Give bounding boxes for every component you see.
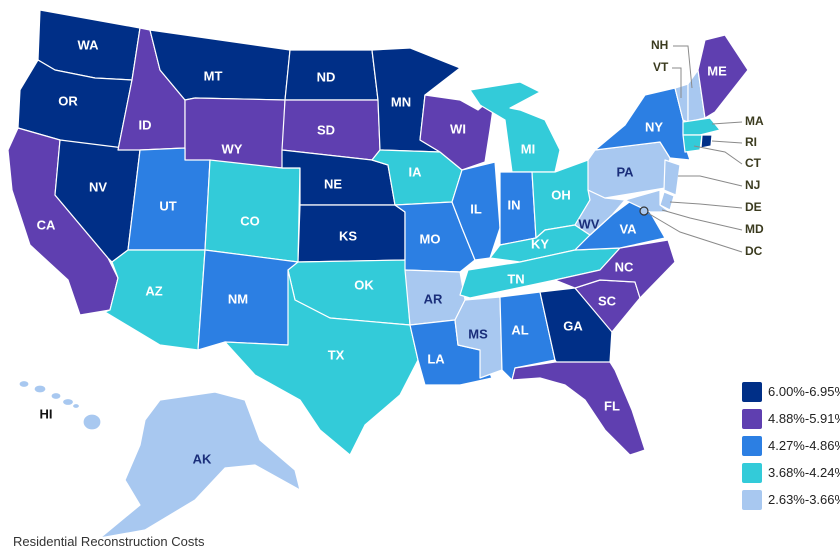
legend-swatch: [742, 462, 762, 483]
leader-md: [661, 209, 743, 231]
legend-swatch: [742, 435, 762, 456]
label-ky: KY: [531, 236, 549, 251]
legend: 6.00%-6.95% 4.88%-5.91% 4.27%-4.86% 3.68…: [742, 378, 840, 513]
label-pa: PA: [616, 164, 634, 179]
legend-label: 2.63%-3.66%: [768, 492, 840, 507]
label-or: OR: [58, 93, 78, 108]
label-ca: CA: [37, 217, 56, 232]
label-ar: AR: [424, 291, 443, 306]
state-tx[interactable]: [224, 269, 419, 456]
label-la: LA: [427, 351, 445, 366]
state-ct[interactable]: [682, 134, 703, 153]
legend-label: 3.68%-4.24%: [768, 465, 840, 480]
legend-label: 4.88%-5.91%: [768, 411, 840, 426]
label-in: IN: [508, 197, 521, 212]
label-wi: WI: [450, 121, 466, 136]
label-nd: ND: [317, 69, 336, 84]
label-ks: KS: [339, 228, 357, 243]
leader-nh: [673, 45, 693, 89]
state-ri[interactable]: [700, 134, 713, 149]
callout-dc: DC: [745, 244, 763, 258]
label-hi: HI: [40, 406, 53, 421]
label-wa: WA: [78, 37, 100, 52]
label-ok: OK: [354, 277, 374, 292]
dc-marker[interactable]: [639, 206, 649, 216]
state-il[interactable]: [451, 161, 501, 261]
legend-item: 4.88%-5.91%: [742, 405, 840, 432]
label-nm: NM: [228, 291, 248, 306]
legend-item: 6.00%-6.95%: [742, 378, 840, 405]
state-ma[interactable]: [682, 117, 721, 136]
label-ny: NY: [645, 119, 663, 134]
state-co[interactable]: [204, 159, 301, 263]
callout-nj: NJ: [745, 178, 760, 192]
label-il: IL: [470, 201, 482, 216]
legend-item: 3.68%-4.24%: [742, 459, 840, 486]
state-ak[interactable]: [99, 391, 301, 539]
leader-vt: [672, 67, 682, 98]
label-oh: OH: [551, 187, 571, 202]
callout-md: MD: [745, 222, 764, 236]
label-va: VA: [619, 221, 637, 236]
label-ak: AK: [193, 451, 212, 466]
leader-ma: [711, 121, 743, 125]
label-mo: MO: [420, 231, 441, 246]
label-ia: IA: [409, 164, 423, 179]
state-me[interactable]: [697, 34, 749, 119]
label-ne: NE: [324, 176, 342, 191]
legend-swatch: [742, 408, 762, 429]
callout-vt: VT: [653, 60, 669, 74]
state-fl[interactable]: [511, 361, 646, 456]
state-hi[interactable]: [18, 379, 102, 431]
label-sc: SC: [598, 293, 617, 308]
label-tx: TX: [328, 347, 345, 362]
map-caption: Residential Reconstruction Costs: [13, 534, 205, 549]
label-ga: GA: [563, 318, 583, 333]
leader-dc: [645, 211, 743, 253]
label-nc: NC: [615, 259, 634, 274]
legend-label: 4.27%-4.86%: [768, 438, 840, 453]
state-wy[interactable]: [184, 97, 286, 169]
state-wv[interactable]: [574, 189, 626, 236]
callout-ri: RI: [745, 135, 757, 149]
label-nv: NV: [89, 179, 107, 194]
label-wy: WY: [222, 141, 243, 156]
label-mn: MN: [391, 94, 411, 109]
callout-nh: NH: [651, 38, 668, 52]
callout-ma: MA: [745, 114, 764, 128]
label-al: AL: [511, 322, 528, 337]
label-mi: MI: [521, 141, 535, 156]
label-fl: FL: [604, 398, 620, 413]
state-az[interactable]: [104, 249, 206, 351]
leader-ct: [693, 145, 743, 165]
callout-ct: CT: [745, 156, 762, 170]
label-id: ID: [139, 117, 152, 132]
state-nc[interactable]: [554, 239, 676, 299]
legend-item: 2.63%-3.66%: [742, 486, 840, 513]
label-ms: MS: [468, 326, 488, 341]
state-de[interactable]: [659, 191, 675, 211]
leader-ri: [711, 140, 743, 144]
label-co: CO: [240, 213, 260, 228]
label-me: ME: [707, 63, 727, 78]
label-wv: WV: [579, 216, 600, 231]
label-sd: SD: [317, 122, 335, 137]
callout-de: DE: [745, 200, 762, 214]
state-wi[interactable]: [419, 94, 496, 171]
label-tn: TN: [507, 271, 524, 286]
legend-swatch: [742, 489, 762, 510]
label-az: AZ: [145, 283, 162, 298]
legend-item: 4.27%-4.86%: [742, 432, 840, 459]
label-mt: MT: [204, 68, 223, 83]
state-nj[interactable]: [663, 159, 681, 196]
leader-nj: [678, 175, 743, 187]
state-mi[interactable]: [469, 81, 561, 173]
legend-label: 6.00%-6.95%: [768, 384, 840, 399]
legend-swatch: [742, 381, 762, 402]
leader-de: [669, 201, 743, 209]
label-ut: UT: [159, 198, 176, 213]
